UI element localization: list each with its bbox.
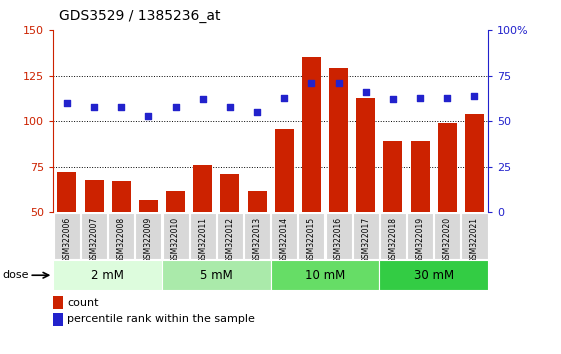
Point xyxy=(280,95,289,101)
Bar xyxy=(325,213,352,259)
Bar xyxy=(135,213,162,259)
Bar xyxy=(244,213,270,259)
Point xyxy=(144,113,153,119)
Bar xyxy=(53,313,63,326)
Bar xyxy=(438,123,457,212)
Point xyxy=(198,97,207,102)
Text: GSM322012: GSM322012 xyxy=(226,217,234,263)
Bar xyxy=(275,129,294,212)
Bar xyxy=(465,114,484,212)
Bar xyxy=(329,68,348,212)
Text: GSM322006: GSM322006 xyxy=(62,217,71,263)
Text: GSM322021: GSM322021 xyxy=(470,217,479,263)
Bar xyxy=(53,296,63,309)
Bar xyxy=(163,213,188,259)
Text: GSM322008: GSM322008 xyxy=(117,217,126,263)
Text: GSM322007: GSM322007 xyxy=(90,217,99,263)
Text: GSM322019: GSM322019 xyxy=(416,217,425,263)
Point xyxy=(388,97,397,102)
Bar xyxy=(139,200,158,212)
Bar xyxy=(380,213,406,259)
Bar xyxy=(379,260,488,290)
Text: 2 mM: 2 mM xyxy=(91,269,124,282)
Bar xyxy=(190,213,216,259)
Text: GSM322011: GSM322011 xyxy=(198,217,207,263)
Text: 5 mM: 5 mM xyxy=(200,269,233,282)
Text: GDS3529 / 1385236_at: GDS3529 / 1385236_at xyxy=(59,9,220,23)
Text: 30 mM: 30 mM xyxy=(413,269,454,282)
Text: GSM322020: GSM322020 xyxy=(443,217,452,263)
Point xyxy=(334,80,343,86)
Point xyxy=(226,104,234,109)
Point xyxy=(171,104,180,109)
Text: GSM322017: GSM322017 xyxy=(361,217,370,263)
Bar xyxy=(302,57,321,212)
Bar xyxy=(353,213,379,259)
Point xyxy=(361,89,370,95)
Bar xyxy=(247,190,266,212)
Bar xyxy=(53,260,162,290)
Point xyxy=(470,93,479,98)
Text: GSM322016: GSM322016 xyxy=(334,217,343,263)
Point xyxy=(416,95,425,101)
Bar xyxy=(407,213,433,259)
Bar xyxy=(270,260,379,290)
Bar xyxy=(356,98,375,212)
Point xyxy=(90,104,99,109)
Bar xyxy=(462,213,488,259)
Text: GSM322014: GSM322014 xyxy=(280,217,289,263)
Bar xyxy=(193,165,212,212)
Point xyxy=(117,104,126,109)
Bar xyxy=(166,190,185,212)
Bar xyxy=(434,213,461,259)
Text: GSM322015: GSM322015 xyxy=(307,217,316,263)
Bar xyxy=(384,141,402,212)
Text: GSM322013: GSM322013 xyxy=(252,217,261,263)
Bar xyxy=(108,213,134,259)
Text: dose: dose xyxy=(3,270,29,280)
Bar xyxy=(298,213,324,259)
Bar xyxy=(85,179,104,212)
Point xyxy=(252,109,261,115)
Text: GSM322018: GSM322018 xyxy=(388,217,397,263)
Bar xyxy=(112,181,131,212)
Text: 10 mM: 10 mM xyxy=(305,269,345,282)
Bar xyxy=(217,213,243,259)
Point xyxy=(443,95,452,101)
Text: count: count xyxy=(67,298,99,308)
Bar xyxy=(271,213,297,259)
Bar xyxy=(220,174,240,212)
Bar xyxy=(162,260,270,290)
Bar xyxy=(411,141,430,212)
Bar xyxy=(81,213,107,259)
Text: GSM322009: GSM322009 xyxy=(144,217,153,263)
Bar xyxy=(54,213,80,259)
Text: GSM322010: GSM322010 xyxy=(171,217,180,263)
Point xyxy=(62,100,71,106)
Text: percentile rank within the sample: percentile rank within the sample xyxy=(67,314,255,324)
Bar xyxy=(57,172,76,212)
Point xyxy=(307,80,316,86)
